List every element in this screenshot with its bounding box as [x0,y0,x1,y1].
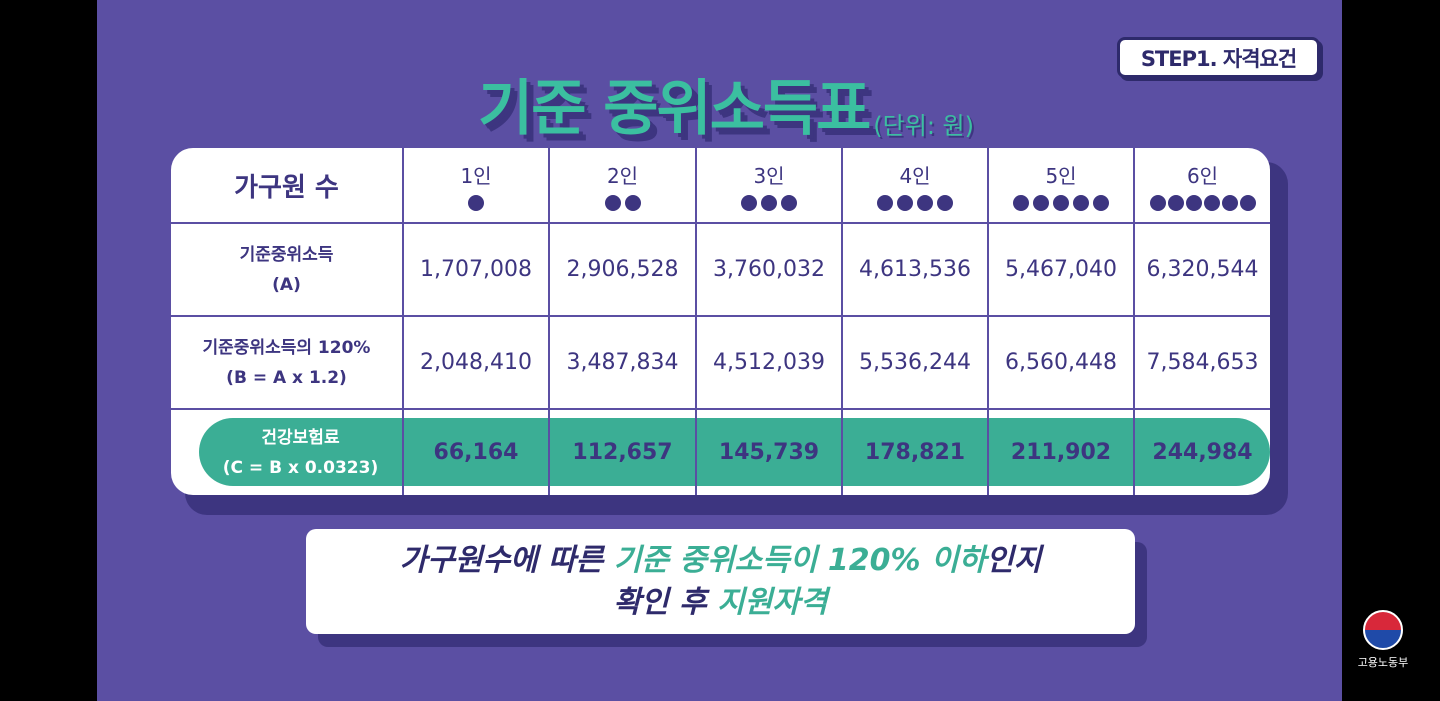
column-label: 6인 [1186,163,1219,188]
page-title: 기준 중위소득표 (단위: 원) [478,60,974,147]
person-dot-icon [1239,194,1256,211]
column-header: 5인 [989,148,1133,222]
caption-box: 가구원수에 따른 기준 중위소득이 120% 이하인지 확인 후 지원자격 [306,529,1135,634]
table-cell: 1,707,008 [420,257,532,282]
title-unit: (단위: 원) [873,112,974,140]
person-dot-icon [761,194,777,211]
table-cell: 66,164 [433,440,519,465]
table-cell: 5,536,244 [859,350,971,375]
table-cell: 211,902 [1010,440,1112,465]
person-dot-icon [1053,194,1069,211]
column-header: 3인 [697,148,841,222]
person-dots [1013,194,1109,211]
table-cell: 4,613,536 [859,257,971,282]
column-label: 1인 [460,163,492,188]
column-label: 5인 [1045,163,1077,188]
caption-highlight: 기준 중위소득이 120% 이하 [613,542,987,578]
table-cell: 6,560,448 [1005,350,1117,375]
column-label: 2인 [606,163,639,188]
person-dot-icon [917,194,933,211]
table-cell: 244,984 [1152,440,1253,465]
person-dot-icon [1013,194,1029,211]
row-label-line1: 기준중위소득의 120% [202,337,371,358]
ministry-name: 고용노동부 [1357,656,1409,669]
column-divider [402,148,404,495]
ministry-logo: 고용노동부 [1355,610,1411,672]
table-cell: 2,048,410 [420,350,532,375]
title-main: 기준 중위소득표 [478,74,871,144]
caption-highlight: 지원자격 [717,584,828,620]
table-cell: 178,821 [864,440,966,465]
column-divider [695,148,697,495]
step-badge: STEP1. 자격요건 [1117,37,1320,78]
person-dot-icon [1221,194,1238,211]
person-dots [877,194,953,211]
column-header: 6인 [1135,148,1270,222]
person-dot-icon [1149,194,1166,211]
person-dot-icon [741,194,757,211]
column-header: 2인 [550,148,695,222]
caption-text: 가구원수에 따른 [399,542,614,578]
column-divider [1133,148,1135,495]
table-cell: 4,512,039 [713,350,825,375]
column-label: 3인 [753,163,785,188]
table-cell: 2,906,528 [566,257,679,282]
person-dots [468,194,484,211]
insurance-row-highlight [199,418,1270,486]
column-label: 4인 [899,163,931,188]
column-header: 1인 [404,148,548,222]
person-dots [741,194,797,211]
row-divider [171,408,1270,410]
column-divider [548,148,550,495]
person-dot-icon [781,194,797,211]
person-dots [1149,194,1256,211]
column-divider [987,148,989,495]
row-label: 기준중위소득 (A) [171,224,402,315]
person-dot-icon [1185,194,1202,211]
row-label: 건강보험료 (C = B x 0.0323) [199,410,402,495]
person-dot-icon [604,194,621,211]
row-label-line1: 건강보험료 [261,427,340,448]
table-cell: 7,584,653 [1146,350,1259,375]
table-cell: 3,487,834 [566,350,679,375]
household-size-label: 가구원 수 [234,172,339,203]
taegeuk-icon [1363,610,1403,650]
caption-text: 확인 후 [613,584,718,620]
caption-line1: 가구원수에 따른 기준 중위소득이 120% 이하인지 [400,540,1042,582]
row-label-line2: (C = B x 0.0323) [222,457,379,478]
table-cell: 112,657 [572,440,673,465]
person-dot-icon [937,194,953,211]
person-dot-icon [1093,194,1109,211]
row-label: 기준중위소득의 120% (B = A x 1.2) [171,317,402,408]
income-table: 가구원 수 1인 2인 3인 4인 5인 6인 기준중위소득 (A) 1,707… [171,148,1270,495]
person-dot-icon [1167,194,1184,211]
row-label-line2: (A) [272,274,301,295]
table-cell: 5,467,040 [1005,257,1117,282]
person-dot-icon [468,194,484,211]
table-cell: 6,320,544 [1146,257,1259,282]
person-dot-icon [1073,194,1089,211]
person-dots [604,194,641,211]
table-cell: 145,739 [718,440,820,465]
row-divider [171,315,1270,317]
row-label-line2: (B = A x 1.2) [226,367,347,388]
table-cell: 3,760,032 [713,257,825,282]
row-label-line1: 기준중위소득 [239,244,334,265]
caption-line2: 확인 후 지원자격 [613,582,827,624]
column-divider [841,148,843,495]
person-dot-icon [624,194,641,211]
person-dot-icon [897,194,913,211]
person-dot-icon [1203,194,1220,211]
person-dot-icon [877,194,893,211]
header-cell: 가구원 수 [171,148,402,222]
caption-text: 인지 [986,542,1042,578]
column-header: 4인 [843,148,987,222]
row-divider [171,222,1270,224]
person-dot-icon [1033,194,1049,211]
